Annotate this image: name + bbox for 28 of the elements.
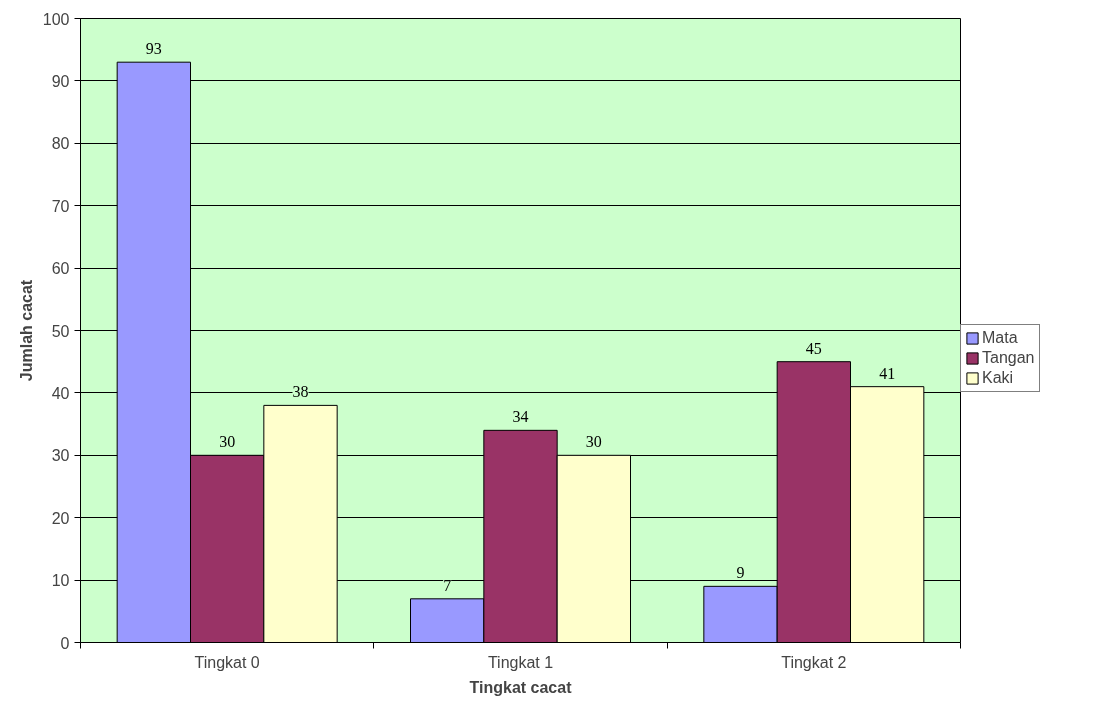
y-axis-title: Jumlah cacat — [17, 279, 35, 382]
data-label: 30 — [219, 433, 236, 451]
legend-label: Tangan — [982, 349, 1035, 367]
data-label: 45 — [805, 339, 822, 357]
x-tick-label: Tingkat 2 — [781, 653, 847, 671]
y-tick-label: 80 — [51, 135, 70, 153]
data-label: 93 — [145, 40, 162, 58]
y-tick-label: 20 — [51, 509, 70, 527]
data-label: 30 — [585, 433, 602, 451]
data-label: 9 — [736, 564, 745, 582]
x-tick-label: Tingkat 0 — [194, 653, 260, 671]
y-tick-label: 60 — [51, 260, 70, 278]
y-tick-label: 70 — [51, 197, 70, 215]
x-axis-title: Tingkat cacat — [469, 678, 573, 696]
data-label: 7 — [443, 576, 452, 594]
y-tick-label: 40 — [51, 384, 70, 402]
data-label: 41 — [879, 364, 896, 382]
legend-label: Mata — [982, 329, 1018, 347]
x-tick-label: Tingkat 1 — [487, 653, 554, 671]
legend-label: Kaki — [982, 369, 1014, 387]
y-tick-label: 100 — [42, 10, 70, 28]
y-tick-label: 10 — [51, 572, 70, 590]
y-tick-label: 0 — [60, 634, 70, 652]
data-label: 38 — [292, 383, 309, 401]
y-tick-label: 30 — [51, 447, 70, 465]
y-tick-label: 50 — [51, 322, 70, 340]
y-tick-label: 90 — [51, 72, 70, 90]
data-label: 34 — [512, 408, 529, 426]
